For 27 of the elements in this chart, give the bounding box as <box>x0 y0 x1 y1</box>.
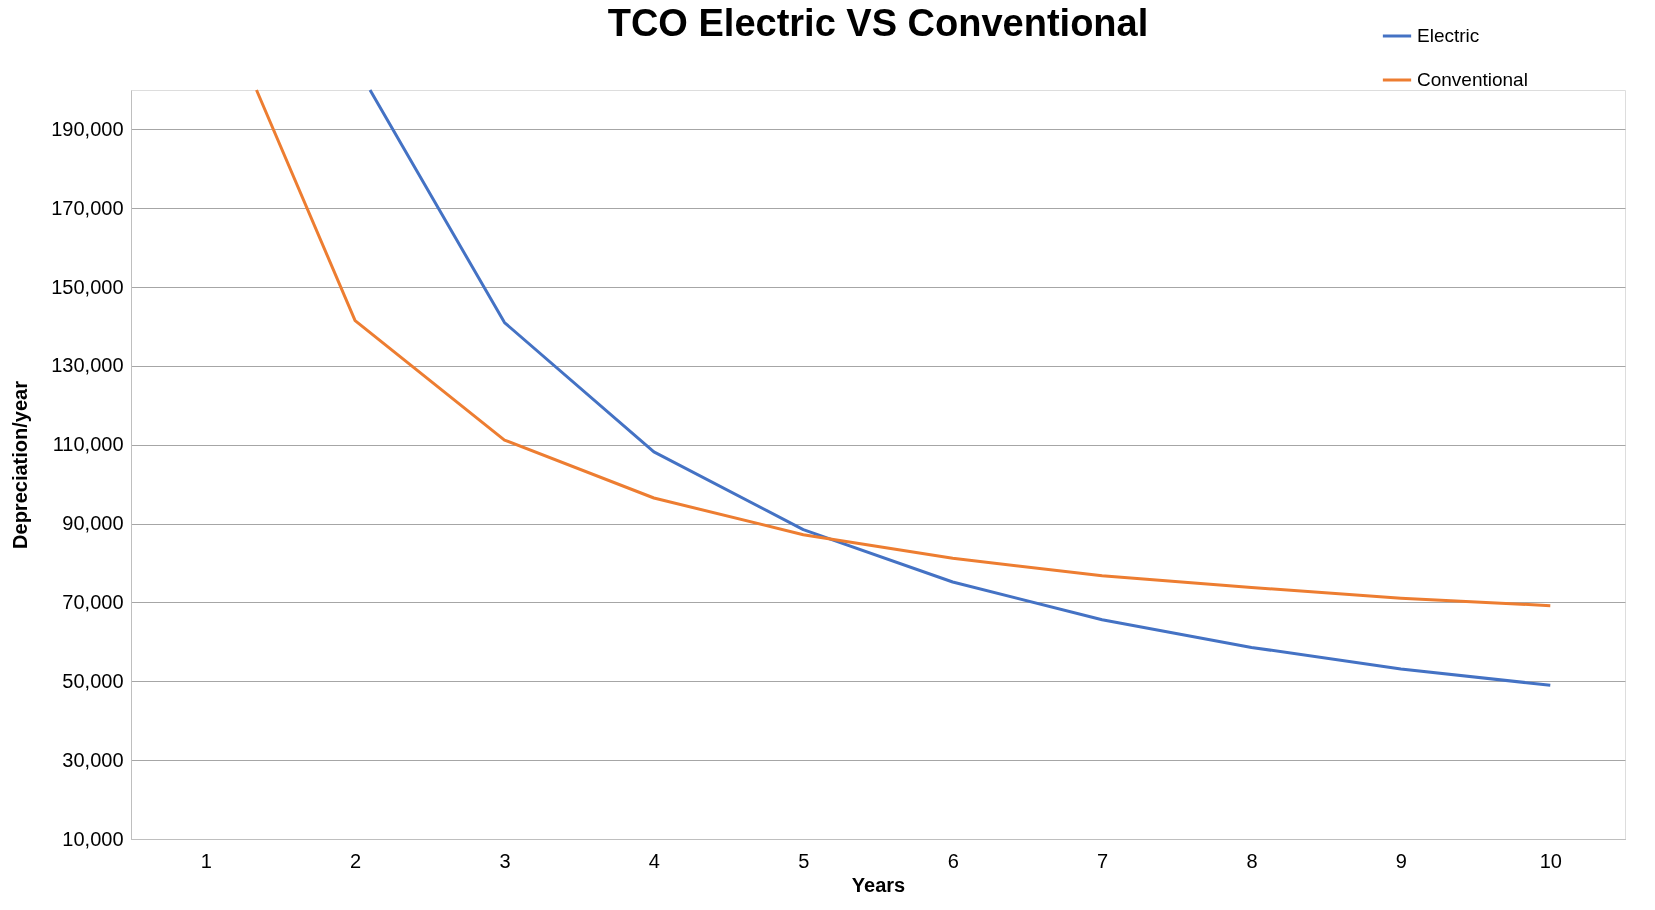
legend-label: Conventional <box>1417 69 1528 90</box>
y-axis-title: Depreciation/year <box>9 380 32 549</box>
y-tick-label: 90,000 <box>62 512 124 535</box>
x-axis-title: Years <box>851 873 906 896</box>
y-tick-label: 30,000 <box>62 748 124 771</box>
x-tick-label: 9 <box>1395 849 1407 872</box>
x-tick-label: 6 <box>947 849 959 872</box>
line-series <box>255 88 1552 608</box>
y-tick-label: 170,000 <box>51 196 124 219</box>
x-tick-label: 2 <box>350 849 362 872</box>
y-tick-label: 130,000 <box>51 354 124 377</box>
y-tick-label: 50,000 <box>62 669 124 692</box>
x-tick-label: 1 <box>200 849 212 872</box>
x-tick-label: 5 <box>798 849 810 872</box>
x-tick-label: 4 <box>648 849 660 872</box>
x-tick-label: 8 <box>1246 849 1258 872</box>
y-tick-label: 150,000 <box>51 275 124 298</box>
x-tick-label: 10 <box>1539 849 1562 872</box>
legend-label: Electric <box>1417 25 1480 46</box>
x-tick-label: 3 <box>499 849 511 872</box>
y-tick-label: 10,000 <box>62 827 124 850</box>
x-tick-label: 7 <box>1097 849 1109 872</box>
y-tick-label: 110,000 <box>52 433 124 456</box>
line-series <box>368 88 1552 687</box>
y-tick-label: 190,000 <box>51 117 124 140</box>
chart-title: TCO Electric VS Conventional <box>607 1 1149 44</box>
y-tick-label: 70,000 <box>62 590 124 613</box>
